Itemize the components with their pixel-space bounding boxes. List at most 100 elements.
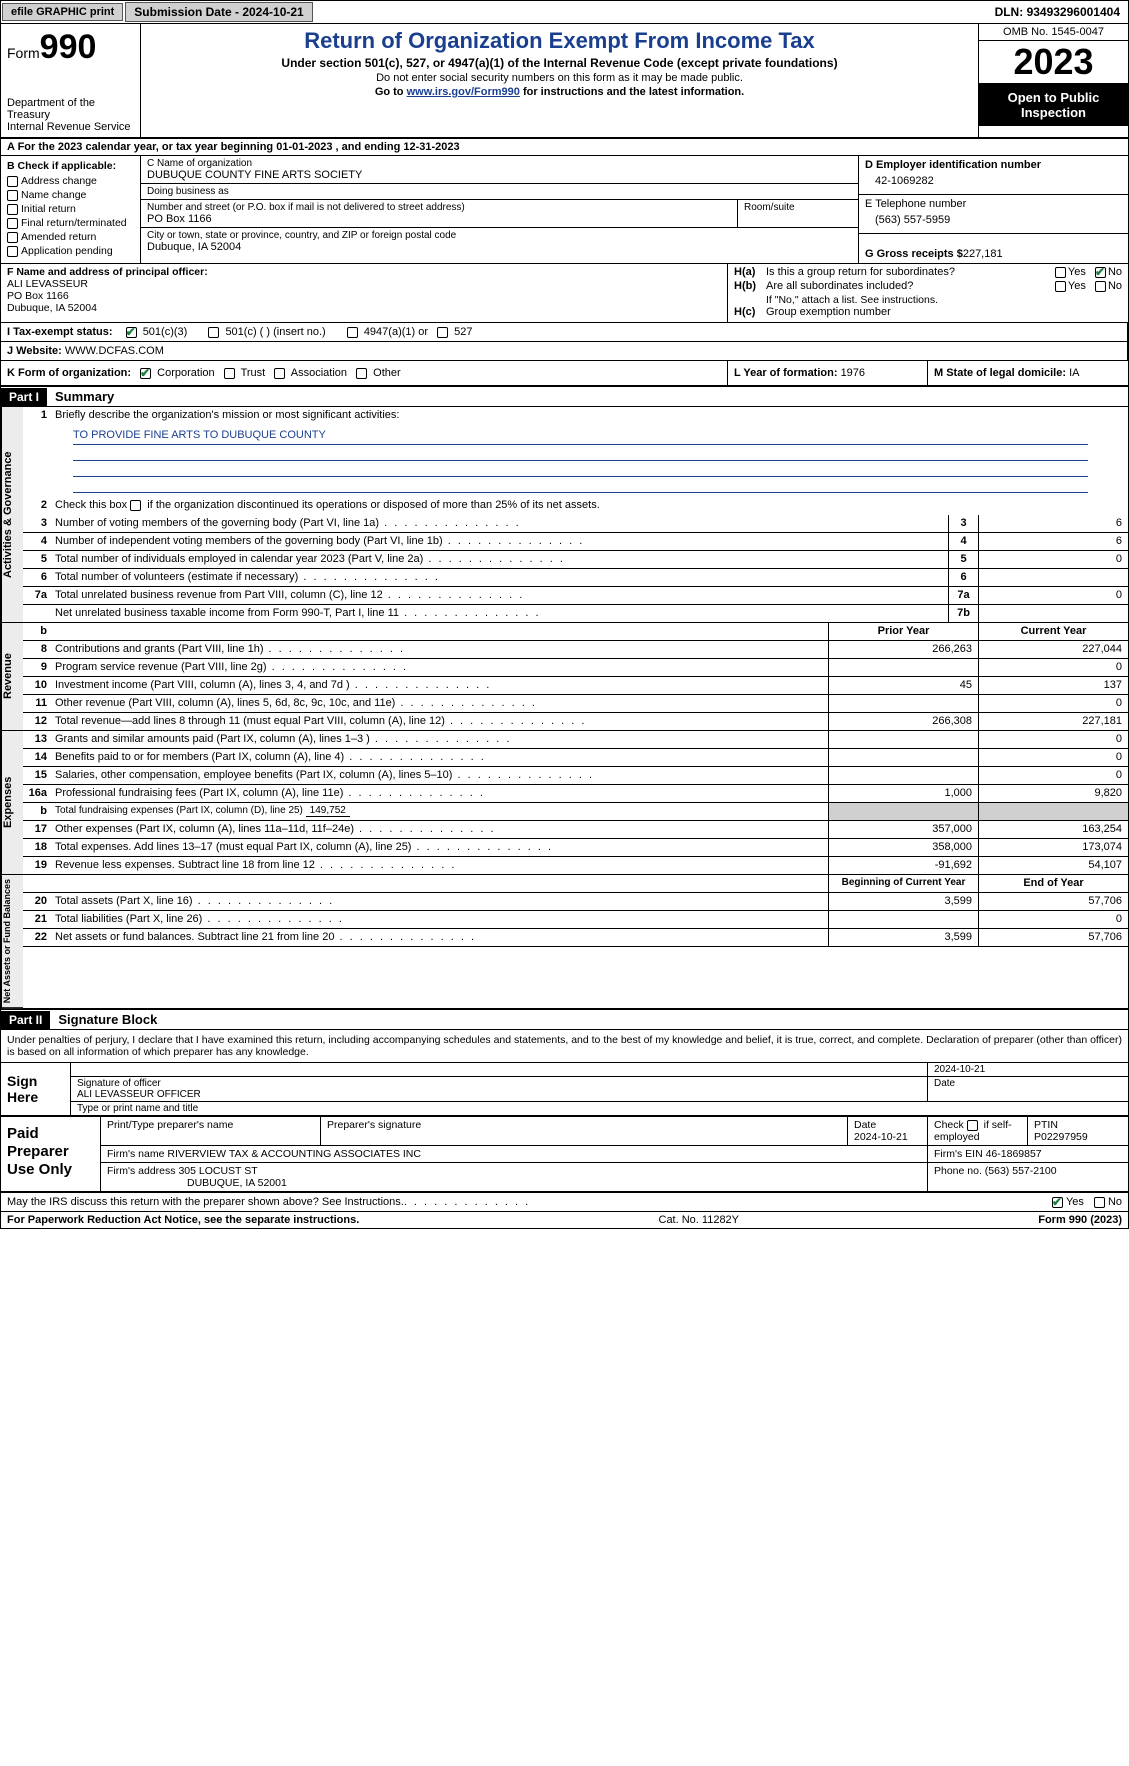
website-value: WWW.DCFAS.COM (65, 345, 164, 357)
rev-rows: b Prior Year Current Year 8Contributions… (23, 623, 1128, 731)
checkbox-icon[interactable] (7, 190, 18, 201)
empty-desc (51, 623, 828, 640)
prior-value: -91,692 (828, 857, 978, 874)
line-num: 6 (23, 569, 51, 586)
checkbox-icon[interactable] (1094, 1197, 1105, 1208)
row-f-officer: F Name and address of principal officer:… (1, 264, 1128, 323)
prep-date-label: Date (854, 1119, 921, 1131)
line-num: 4 (23, 533, 51, 550)
opt-501c3: 501(c)(3) (143, 326, 188, 338)
firm-ein-cell: Firm's EIN 46-1869857 (928, 1146, 1128, 1162)
line-value: 0 (978, 551, 1128, 568)
dept-treasury: Department of the Treasury (7, 97, 134, 121)
checkbox-icon[interactable] (437, 327, 448, 338)
org-name-label: C Name of organization (147, 158, 852, 169)
col-c-org-info: C Name of organization DUBUQUE COUNTY FI… (141, 156, 858, 263)
irs-label: Internal Revenue Service (7, 121, 134, 133)
checkbox-icon[interactable] (967, 1120, 978, 1131)
yes-label: Yes (1066, 1196, 1084, 1208)
efile-print-button[interactable]: efile GRAPHIC print (2, 3, 123, 21)
checkbox-icon[interactable] (130, 500, 141, 511)
discuss-row: May the IRS discuss this return with the… (1, 1193, 1128, 1212)
current-value: 137 (978, 677, 1128, 694)
checkbox-icon[interactable] (274, 368, 285, 379)
hb-row: H(b) Are all subordinates included? Yes … (734, 280, 1122, 292)
gross-cell: G Gross receipts $ 227,181 (859, 234, 1128, 263)
checkbox-icon[interactable] (7, 204, 18, 215)
table-row: 11Other revenue (Part VIII, column (A), … (23, 695, 1128, 713)
checkbox-icon[interactable] (7, 218, 18, 229)
ha-yesno: Yes No (1049, 266, 1122, 278)
table-row: Net unrelated business taxable income fr… (23, 605, 1128, 623)
part1-title: Summary (47, 387, 122, 406)
firm-ein: 46-1869857 (986, 1148, 1042, 1160)
chk-address-change: Address change (7, 175, 134, 187)
row-a-tax-period: A For the 2023 calendar year, or tax yea… (1, 139, 1128, 156)
checkbox-icon[interactable] (7, 246, 18, 257)
summary-exp: Expenses 13Grants and similar amounts pa… (1, 731, 1128, 875)
prior-value (828, 767, 978, 784)
ssn-note: Do not enter social security numbers on … (149, 72, 970, 84)
checkbox-icon[interactable] (208, 327, 219, 338)
goto-line: Go to www.irs.gov/Form990 for instructio… (149, 86, 970, 98)
org-name-cell: C Name of organization DUBUQUE COUNTY FI… (141, 156, 858, 184)
table-row: 7aTotal unrelated business revenue from … (23, 587, 1128, 605)
prior-value: 358,000 (828, 839, 978, 856)
empty-num (23, 875, 51, 892)
checkbox-icon[interactable] (356, 368, 367, 379)
ha-question: Is this a group return for subordinates? (766, 266, 1049, 278)
current-value: 57,706 (978, 893, 1128, 910)
period-pre: A For the 2023 calendar year, or tax yea… (7, 141, 276, 153)
opt-501c: 501(c) ( ) (insert no.) (225, 326, 325, 338)
line-value: 6 (978, 515, 1128, 532)
line-desc: Other expenses (Part IX, column (A), lin… (51, 821, 828, 838)
mission-block: TO PROVIDE FINE ARTS TO DUBUQUE COUNTY (23, 425, 1128, 497)
row-j-website: J Website: WWW.DCFAS.COM (1, 342, 1128, 361)
checkbox-icon[interactable] (126, 327, 137, 338)
preparer-label: Paid Preparer Use Only (1, 1117, 101, 1191)
checkbox-icon[interactable] (7, 176, 18, 187)
city-value: Dubuque, IA 52004 (147, 241, 852, 253)
table-row: 19Revenue less expenses. Subtract line 1… (23, 857, 1128, 875)
domicile-cell: M State of legal domicile: IA (928, 361, 1128, 385)
checkbox-icon[interactable] (1052, 1197, 1063, 1208)
line-ref: 7a (948, 587, 978, 604)
line-ref: 6 (948, 569, 978, 586)
ein-label: D Employer identification number (865, 159, 1122, 171)
main-grid: B Check if applicable: Address change Na… (1, 156, 1128, 264)
shaded-cell (828, 803, 978, 820)
firm-phone-label: Phone no. (934, 1165, 985, 1177)
chk-amended: Amended return (7, 231, 134, 243)
no-label: No (1108, 266, 1122, 278)
goto-link[interactable]: www.irs.gov/Form990 (407, 86, 520, 98)
col-current-year: Current Year (978, 623, 1128, 640)
checkbox-icon[interactable] (1055, 281, 1066, 292)
line-ref: 7b (948, 605, 978, 622)
checkbox-icon[interactable] (224, 368, 235, 379)
checkbox-icon[interactable] (1055, 267, 1066, 278)
line-desc: Contributions and grants (Part VIII, lin… (51, 641, 828, 658)
table-row: 9Program service revenue (Part VIII, lin… (23, 659, 1128, 677)
checkbox-icon[interactable] (347, 327, 358, 338)
city-cell: City or town, state or province, country… (141, 228, 858, 263)
domicile-label: M State of legal domicile: (934, 367, 1069, 379)
line-desc: Total unrelated business revenue from Pa… (51, 587, 948, 604)
type-name-line: Type or print name and title (71, 1102, 1128, 1115)
line-desc: Total assets (Part X, line 16) (51, 893, 828, 910)
mission-line (73, 461, 1088, 477)
checkbox-icon[interactable] (1095, 267, 1106, 278)
prior-value: 266,263 (828, 641, 978, 658)
line-num: 3 (23, 515, 51, 532)
current-value: 0 (978, 749, 1128, 766)
checkbox-icon[interactable] (140, 368, 151, 379)
submission-date-value: 2024-10-21 (242, 5, 303, 19)
opt-assoc: Association (291, 367, 347, 379)
phone-label: E Telephone number (865, 198, 1122, 210)
checkbox-icon[interactable] (7, 232, 18, 243)
open-to-public: Open to Public Inspection (979, 84, 1128, 126)
shaded-cell (978, 803, 1128, 820)
prior-value: 3,599 (828, 893, 978, 910)
net-rows: Beginning of Current Year End of Year 20… (23, 875, 1128, 1008)
domicile-value: IA (1069, 367, 1079, 379)
checkbox-icon[interactable] (1095, 281, 1106, 292)
